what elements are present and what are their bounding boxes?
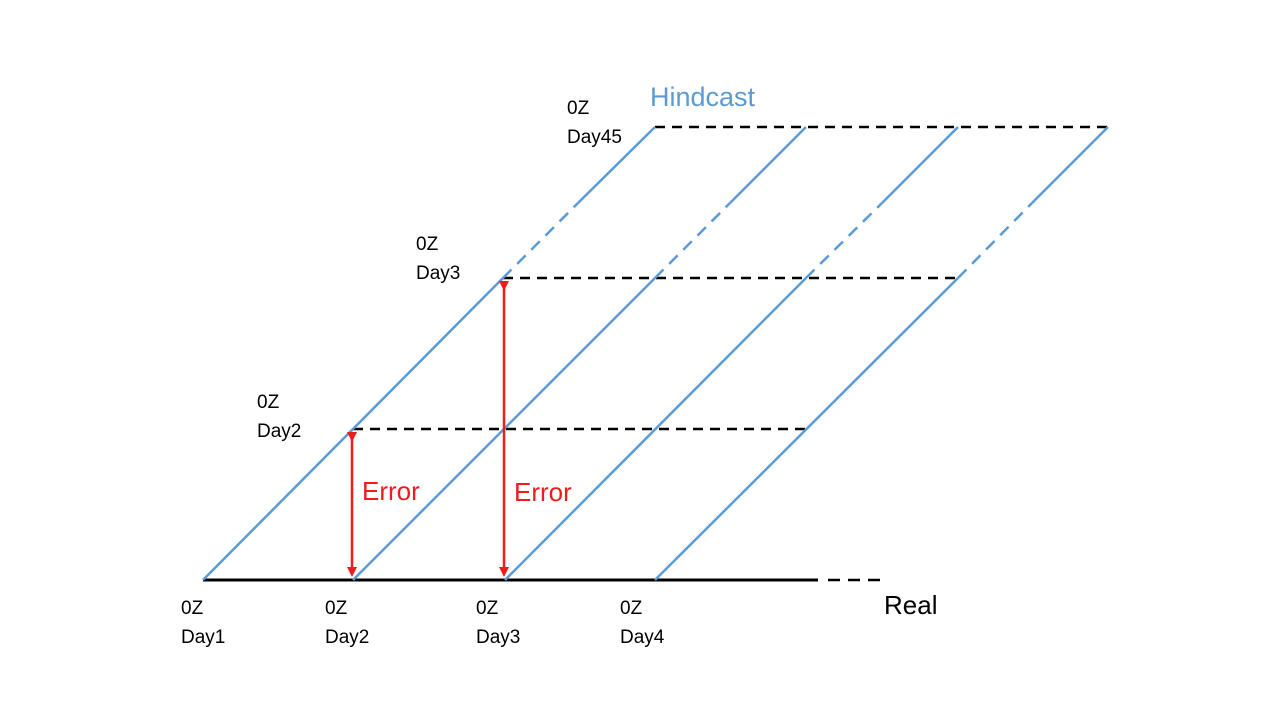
error-label-day3: Error xyxy=(514,477,572,507)
bottom-time-day2: 0Z xyxy=(325,598,348,619)
bottom-time-day4: 0Z xyxy=(620,598,643,619)
bottom-day-day1: Day1 xyxy=(181,627,226,648)
forecast-trajectory-day3 xyxy=(504,126,959,581)
bottom-label-day3: 0Z Day3 xyxy=(476,594,520,652)
forecast-trajectory-day1 xyxy=(202,126,656,581)
level-label-day3: 0Z Day3 xyxy=(416,230,460,288)
forecast-trajectory-day4 xyxy=(654,126,1109,581)
bottom-label-day2: 0Z Day2 xyxy=(325,594,369,652)
level-label-day2: 0Z Day2 xyxy=(257,388,301,446)
bottom-label-day1: 0Z Day1 xyxy=(181,594,225,652)
level-time-day45: 0Z xyxy=(567,98,590,119)
bottom-day-day3: Day3 xyxy=(476,627,521,648)
level-label-day45: 0Z Day45 xyxy=(567,94,622,152)
level-time-day2: 0Z xyxy=(257,392,280,413)
forecast-trajectory-day2 xyxy=(352,126,807,581)
bottom-time-day3: 0Z xyxy=(476,598,499,619)
level-day-day2: Day2 xyxy=(257,421,302,442)
level-time-day3: 0Z xyxy=(416,234,439,255)
bottom-day-day4: Day4 xyxy=(620,627,665,648)
level-day-day3: Day3 xyxy=(416,263,461,284)
bottom-label-day4: 0Z Day4 xyxy=(620,594,664,652)
error-label-day2: Error xyxy=(362,476,420,506)
bottom-day-day2: Day2 xyxy=(325,627,370,648)
bottom-time-day1: 0Z xyxy=(181,598,204,619)
hindcast-label: Hindcast xyxy=(650,82,756,112)
real-label: Real xyxy=(884,590,938,620)
level-day-day45: Day45 xyxy=(567,127,622,148)
